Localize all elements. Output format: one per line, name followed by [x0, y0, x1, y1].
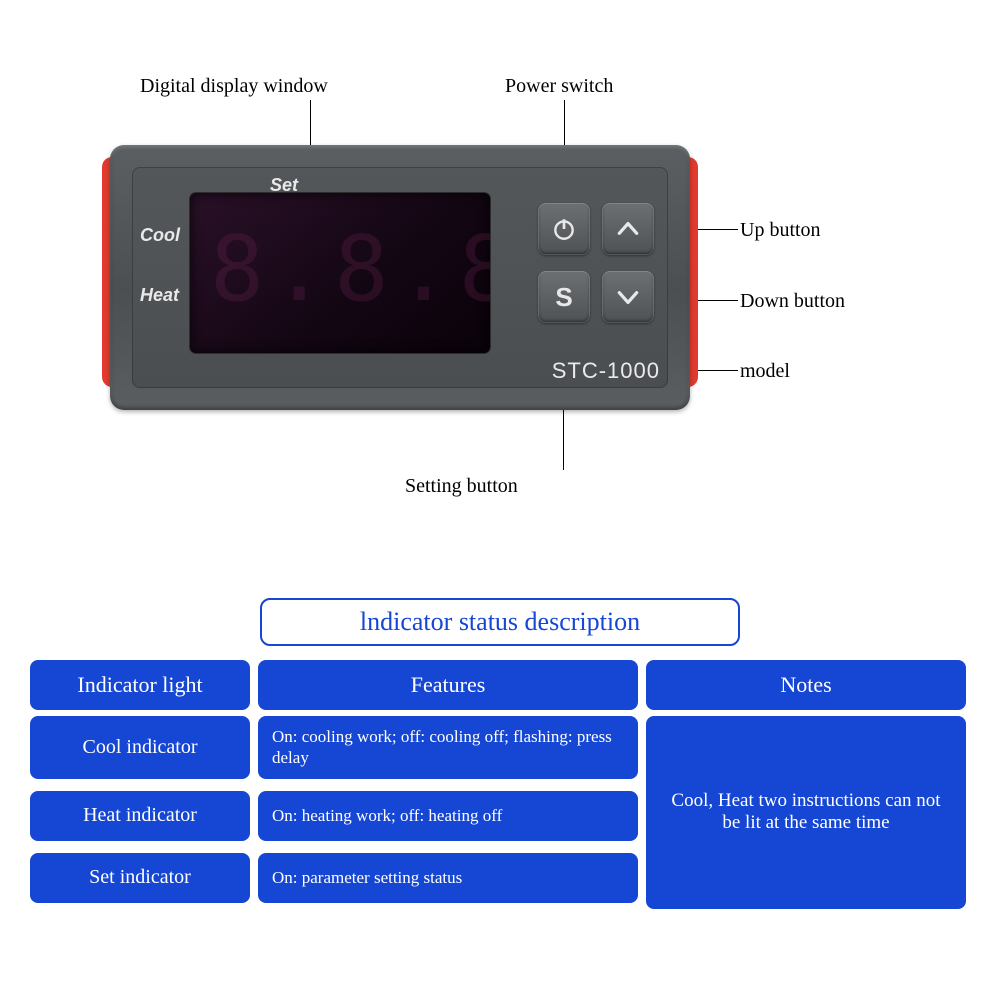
callout-display: Digital display window — [140, 75, 328, 98]
chevron-up-icon — [615, 216, 641, 242]
setting-button[interactable]: S — [538, 271, 590, 323]
label-cool: Cool — [140, 225, 180, 246]
cell-features: On: parameter setting status — [258, 853, 638, 903]
model-label: STC-1000 — [552, 358, 660, 384]
col-header: Indicator light — [30, 660, 250, 710]
cell-indicator: Cool indicator — [30, 716, 250, 779]
power-button[interactable] — [538, 203, 590, 255]
chevron-down-icon — [615, 284, 641, 310]
down-button[interactable] — [602, 271, 654, 323]
cell-notes: Cool, Heat two instructions can not be l… — [646, 716, 966, 909]
table-row: Heat indicator On: heating work; off: he… — [30, 791, 638, 841]
label-heat: Heat — [140, 285, 179, 306]
callout-setting: Setting button — [405, 475, 518, 498]
seven-segment: 8.8.8 — [210, 225, 490, 315]
device-body: Set Cool Heat 8.8.8 S STC-1000 — [110, 145, 690, 410]
callout-power: Power switch — [505, 75, 613, 98]
table-row: Set indicator On: parameter setting stat… — [30, 853, 638, 903]
cell-indicator: Heat indicator — [30, 791, 250, 841]
section-title: lndicator status description — [260, 598, 740, 646]
callout-up: Up button — [740, 219, 821, 242]
cell-features: On: heating work; off: heating off — [258, 791, 638, 841]
table-row: Cool indicator On: cooling work; off: co… — [30, 716, 638, 779]
digital-display: 8.8.8 — [190, 193, 490, 353]
device: Set Cool Heat 8.8.8 S STC-1000 — [110, 145, 690, 410]
cell-indicator: Set indicator — [30, 853, 250, 903]
power-icon — [551, 216, 577, 242]
table-header-row: Indicator light Features Notes — [30, 660, 970, 710]
s-icon: S — [555, 282, 572, 313]
cell-features: On: cooling work; off: cooling off; flas… — [258, 716, 638, 779]
callout-model: model — [740, 360, 790, 383]
col-header: Notes — [646, 660, 966, 710]
col-header: Features — [258, 660, 638, 710]
up-button[interactable] — [602, 203, 654, 255]
callout-down: Down button — [740, 290, 845, 313]
indicator-table: Indicator light Features Notes Cool indi… — [30, 660, 970, 909]
